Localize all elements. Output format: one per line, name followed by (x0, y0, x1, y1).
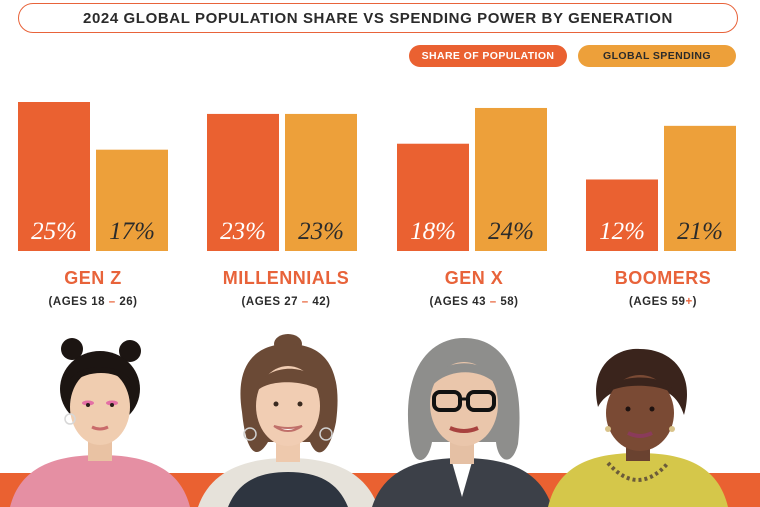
gen-z-ages: (AGES 18 – 26) (48, 296, 138, 308)
bar-chart: 25% 17% 23% 23% 18% 24% 12% 21% (18, 102, 736, 252)
gen-z-portrait-icon (10, 338, 190, 507)
gen-z-spending-value-label: 17% (109, 218, 155, 245)
legend-global-spending: GLOBAL SPENDING (578, 45, 736, 67)
millennials-population-bar (207, 113, 279, 251)
gen-x-spending-bar (475, 107, 547, 252)
gen-z-label: GEN Z (64, 268, 122, 288)
boomers-population-value-label: 12% (599, 218, 645, 245)
boomers-label: BOOMERS (614, 268, 712, 288)
millennials-population-value-label: 23% (220, 218, 266, 245)
millennial-portrait-icon (198, 334, 378, 507)
millennials-ages: (AGES 27 – 42) (241, 296, 331, 308)
boomers-population-bar (586, 179, 658, 251)
legend-share-of-population: SHARE OF POPULATION (409, 45, 567, 67)
gen-z-population-bar (18, 102, 90, 251)
gen-x-population-value-label: 18% (410, 218, 456, 245)
gen-x-portrait-icon (372, 338, 552, 507)
chart-title: 2024 GLOBAL POPULATION SHARE VS SPENDING… (83, 9, 673, 27)
boomers-spending-value-label: 21% (677, 218, 723, 245)
gen-x-spending-value-label: 24% (488, 218, 534, 245)
gen-z-spending-bar (96, 149, 168, 251)
gen-z-population-value-label: 25% (31, 218, 77, 245)
boomers-spending-bar (664, 125, 736, 251)
gen-x-label: GEN X (444, 268, 504, 288)
boomer-portrait-icon (548, 348, 728, 507)
gen-x-population-bar (397, 143, 469, 251)
chart-title-box: 2024 GLOBAL POPULATION SHARE VS SPENDING… (18, 3, 738, 33)
millennials-spending-bar (285, 113, 357, 251)
millennials-label: MILLENNIALS (222, 268, 350, 288)
boomers-ages: (AGES 59+) (628, 296, 698, 308)
millennials-spending-value-label: 23% (298, 218, 344, 245)
gen-x-ages: (AGES 43 – 58) (429, 296, 519, 308)
